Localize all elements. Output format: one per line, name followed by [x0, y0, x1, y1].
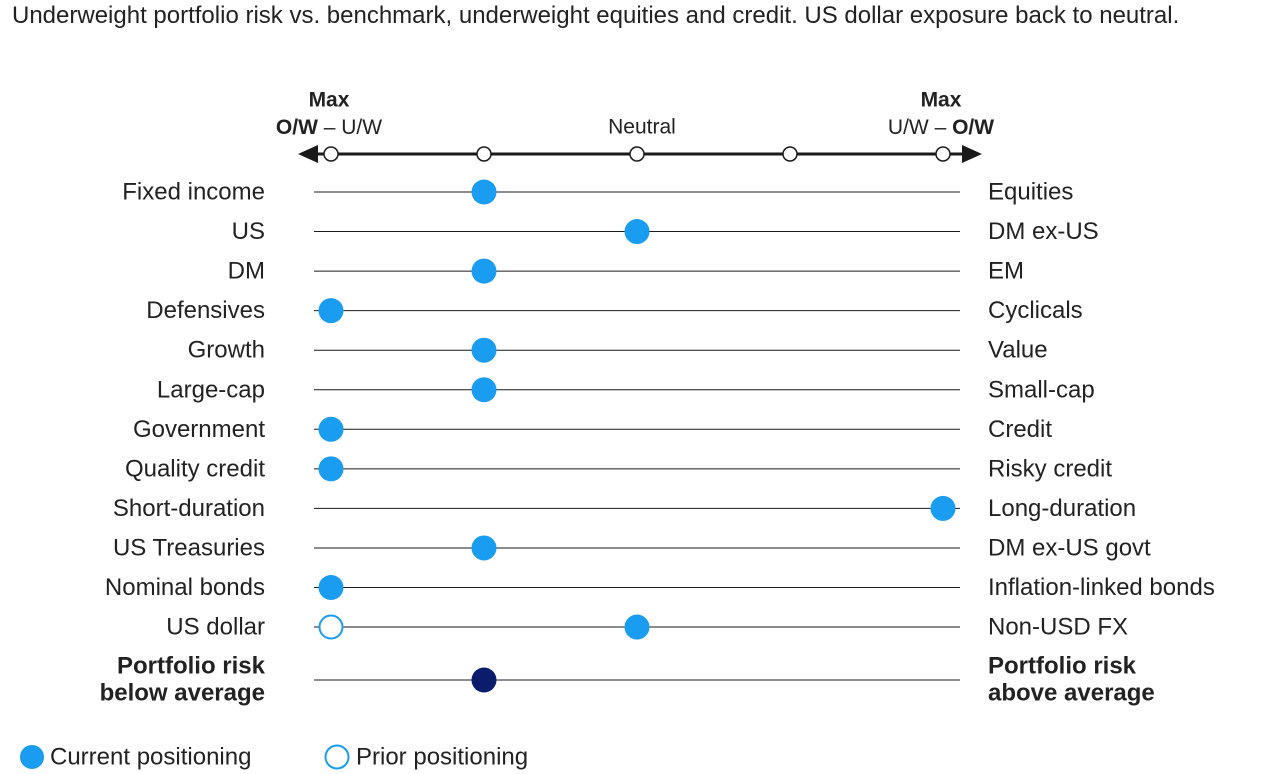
scale-tick-4 [935, 146, 951, 162]
current-marker-6 [318, 416, 344, 442]
right-scale-label: U/W – O/W [888, 116, 994, 139]
row-right-label-1: DM ex-US [988, 218, 1099, 245]
row-left-label-10: Nominal bonds [105, 574, 265, 601]
left-scale-label: O/W – U/W [276, 116, 382, 139]
risk-right-label-line2: above average [988, 680, 1155, 707]
legend-prior-marker [324, 744, 350, 770]
row-right-label-6: Credit [988, 416, 1052, 443]
scale-arrow-right [962, 145, 982, 163]
current-marker-2 [471, 258, 497, 284]
row-left-label-5: Large-cap [157, 376, 265, 403]
row-right-label-8: Long-duration [988, 495, 1136, 522]
row-right-label-10: Inflation-linked bonds [988, 574, 1215, 601]
scale-tick-3 [782, 146, 798, 162]
current-marker-4 [471, 337, 497, 363]
row-left-label-8: Short-duration [113, 495, 265, 522]
row-right-label-0: Equities [988, 179, 1073, 206]
row-left-label-11: US dollar [166, 614, 265, 641]
risk-left-label-line2: below average [100, 680, 265, 707]
legend-current-marker [20, 745, 44, 769]
current-marker-0 [471, 179, 497, 205]
row-left-label-9: US Treasuries [113, 534, 265, 561]
legend-current-label: Current positioning [50, 744, 251, 771]
current-marker-11 [624, 614, 650, 640]
row-right-label-5: Small-cap [988, 376, 1095, 403]
current-marker-8 [930, 495, 956, 521]
prior-marker-11 [318, 614, 344, 640]
risk-current-marker [471, 667, 497, 693]
current-marker-10 [318, 575, 344, 600]
current-marker-1 [624, 219, 650, 245]
row-left-label-3: Defensives [146, 297, 265, 324]
scale-arrow-left [298, 145, 318, 163]
row-right-label-9: DM ex-US govt [988, 534, 1151, 561]
row-left-label-0: Fixed income [122, 179, 265, 206]
row-left-label-2: DM [228, 258, 265, 285]
row-right-label-4: Value [988, 337, 1048, 364]
left-max-label: Max [309, 89, 350, 112]
chart-subtitle: Underweight portfolio risk vs. benchmark… [12, 2, 1180, 29]
risk-right-label-line1: Portfolio risk [988, 653, 1137, 680]
scale-tick-0 [323, 146, 339, 162]
row-right-label-2: EM [988, 258, 1024, 285]
current-marker-9 [471, 535, 497, 561]
current-marker-5 [471, 377, 497, 403]
legend-prior-label: Prior positioning [356, 744, 528, 771]
row-right-label-11: Non-USD FX [988, 614, 1128, 641]
scale-tick-1 [476, 146, 492, 162]
neutral-label: Neutral [608, 116, 676, 139]
current-marker-7 [318, 456, 344, 482]
current-marker-3 [318, 298, 344, 324]
row-left-label-7: Quality credit [125, 455, 265, 482]
row-right-label-3: Cyclicals [988, 297, 1083, 324]
risk-left-label-line1: Portfolio risk [117, 653, 266, 680]
row-right-label-7: Risky credit [988, 455, 1112, 482]
scale-tick-2 [629, 146, 645, 162]
row-left-label-4: Growth [188, 337, 265, 364]
row-left-label-6: Government [133, 416, 265, 443]
right-max-label: Max [921, 89, 962, 112]
row-left-label-1: US [232, 218, 265, 245]
